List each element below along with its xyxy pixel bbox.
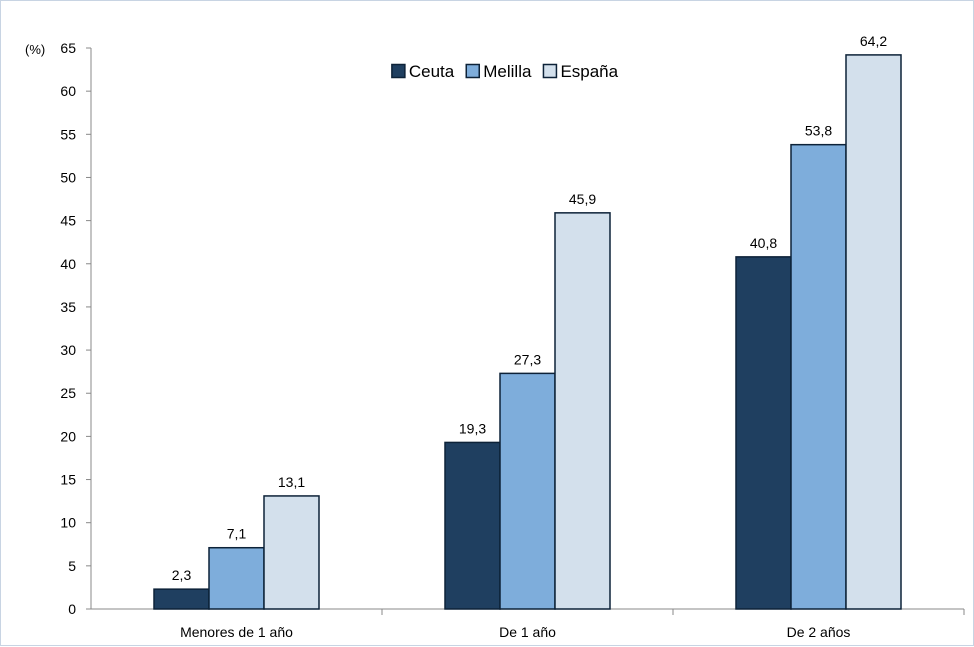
data-label: 45,9	[569, 191, 596, 207]
legend-label: Melilla	[483, 62, 532, 81]
y-tick-label: 65	[60, 40, 76, 56]
bar-ceuta-2	[735, 256, 792, 610]
y-tick-label: 45	[60, 213, 76, 229]
y-tick-label: 0	[68, 601, 76, 617]
data-label: 2,3	[172, 567, 192, 583]
data-label: 13,1	[278, 474, 305, 490]
data-label: 53,8	[805, 123, 832, 139]
x-category-label: De 1 año	[499, 624, 556, 640]
legend-swatch	[391, 63, 406, 79]
bar-melilla-0	[208, 546, 265, 610]
data-label: 7,1	[227, 526, 247, 542]
x-category-label: De 2 años	[787, 624, 851, 640]
bar-ceuta-0	[153, 588, 210, 610]
bar-melilla-2	[790, 143, 847, 610]
y-tick-label: 5	[68, 558, 76, 574]
y-tick-label: 50	[60, 169, 76, 185]
bar-espana-0	[263, 495, 320, 610]
y-tick-label: 35	[60, 299, 76, 315]
y-tick-label: 10	[60, 515, 76, 531]
data-label: 64,2	[860, 33, 887, 49]
bar-melilla-1	[499, 372, 556, 610]
legend-label: España	[560, 62, 618, 81]
data-label: 19,3	[459, 420, 486, 436]
y-axis-unit-label: (%)	[25, 42, 45, 57]
legend-label: Ceuta	[409, 62, 455, 81]
x-category-label: Menores de 1 año	[180, 624, 293, 640]
y-tick-label: 60	[60, 83, 76, 99]
y-tick-label: 20	[60, 428, 76, 444]
y-tick-label: 15	[60, 472, 76, 488]
y-tick-label: 25	[60, 385, 76, 401]
legend-swatch	[465, 63, 481, 79]
y-tick-label: 30	[60, 342, 76, 358]
bar-ceuta-1	[444, 441, 501, 610]
legend-swatch	[542, 63, 558, 79]
y-tick-label: 40	[60, 256, 76, 272]
bar-espana-1	[554, 212, 611, 610]
y-tick-label: 55	[60, 126, 76, 142]
data-label: 27,3	[514, 351, 541, 367]
data-label: 40,8	[750, 235, 777, 251]
bar-espana-2	[845, 54, 902, 610]
